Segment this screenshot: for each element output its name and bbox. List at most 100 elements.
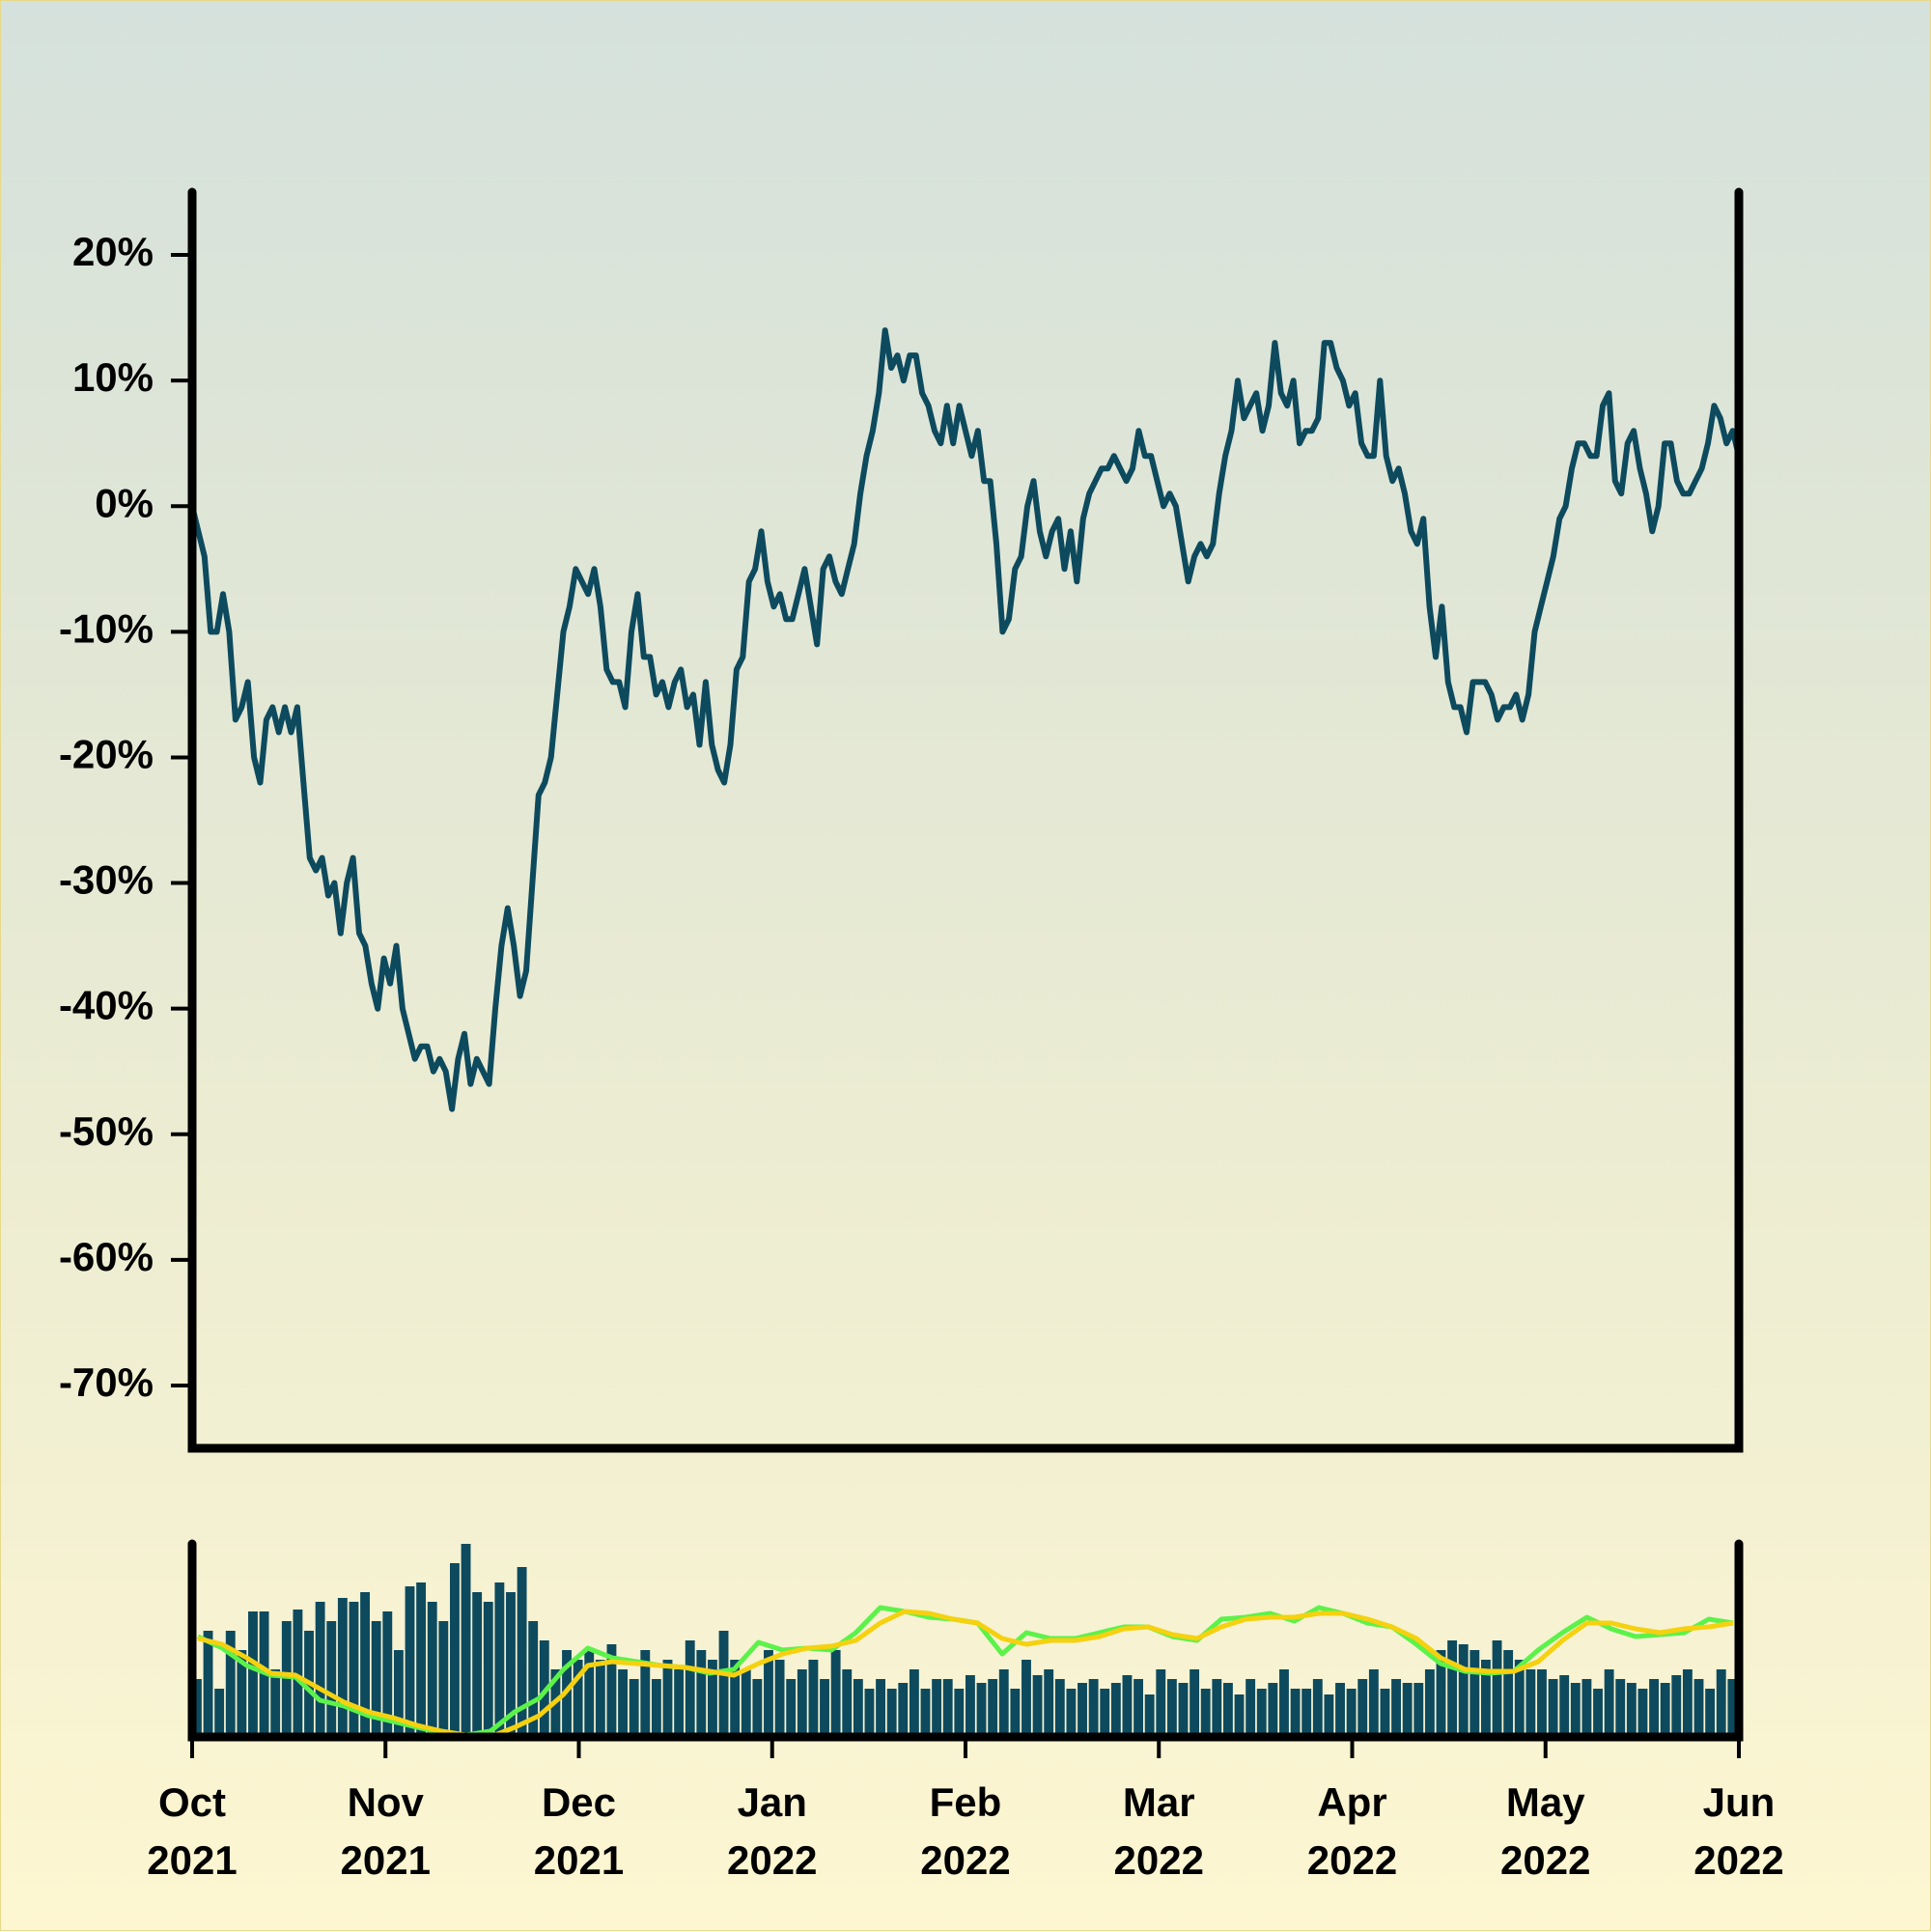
volume-bar (494, 1582, 505, 1737)
volume-bar (1100, 1689, 1110, 1737)
volume-bar (1245, 1679, 1256, 1737)
volume-bar (1368, 1669, 1379, 1737)
volume-bar (1570, 1683, 1581, 1737)
volume-bar (1301, 1689, 1312, 1737)
volume-bar (225, 1631, 236, 1737)
volume-bar (786, 1679, 797, 1737)
volume-bar (427, 1602, 437, 1737)
volume-bar (1660, 1683, 1670, 1737)
volume-bar (1066, 1689, 1077, 1737)
volume-bar (1637, 1689, 1648, 1737)
volume-bar (1492, 1640, 1502, 1737)
volume-bar (573, 1660, 583, 1737)
y-tick-label: 10% (72, 354, 154, 400)
volume-bar (382, 1611, 393, 1737)
volume-bar (1010, 1689, 1021, 1737)
y-tick-label: -70% (59, 1359, 154, 1405)
volume-bar (741, 1669, 751, 1737)
volume-bar (1279, 1669, 1289, 1737)
volume-bar (1682, 1669, 1693, 1737)
volume-bar (662, 1660, 673, 1737)
volume-bar (1391, 1679, 1401, 1737)
volume-bar (820, 1679, 829, 1737)
x-tick-label: Nov 2021 (340, 1779, 431, 1883)
volume-bar (1054, 1679, 1065, 1737)
volume-bar (203, 1631, 213, 1737)
volume-bar (438, 1621, 449, 1737)
volume-bar (1110, 1683, 1121, 1737)
volume-bar (483, 1602, 493, 1737)
volume-bar (1178, 1683, 1189, 1737)
volume-bar (1133, 1679, 1143, 1737)
x-tick-label: Mar 2022 (1113, 1779, 1204, 1883)
y-tick-label: 0% (95, 480, 154, 525)
volume-bar (651, 1679, 661, 1737)
volume-bar (1458, 1644, 1469, 1737)
volume-bar (942, 1679, 953, 1737)
volume-bar (595, 1660, 605, 1737)
volume-bar (528, 1621, 539, 1737)
volume-bar (640, 1650, 651, 1737)
x-tick-label: Feb 2022 (920, 1779, 1011, 1883)
volume-bar (988, 1679, 998, 1737)
volume-bar (830, 1650, 841, 1737)
volume-bar (326, 1621, 337, 1737)
volume-bar (842, 1669, 853, 1737)
volume-bar (248, 1611, 258, 1737)
volume-bar (1032, 1675, 1043, 1737)
volume-bar (1716, 1669, 1726, 1737)
volume-bar (472, 1592, 483, 1737)
volume-bar (674, 1669, 685, 1737)
volume-bar (1649, 1679, 1659, 1737)
volume-bar (752, 1679, 763, 1737)
volume-bar (966, 1675, 975, 1737)
volume-bar (1402, 1683, 1413, 1737)
axis-spines (187, 187, 1744, 1453)
volume-bar (337, 1598, 348, 1737)
volume-bar (1581, 1679, 1592, 1737)
volume-bar (1212, 1679, 1222, 1737)
x-tick-label: Jun 2022 (1693, 1779, 1784, 1883)
volume-bar (1424, 1669, 1435, 1737)
volume-bar (349, 1602, 359, 1737)
volume-bar (853, 1679, 863, 1737)
volume-bar (1469, 1650, 1480, 1737)
volume-bar (998, 1669, 1009, 1737)
volume-bar (1335, 1683, 1345, 1737)
y-tick-label: -10% (59, 605, 154, 651)
volume-bar (1223, 1683, 1233, 1737)
volume-bar (1548, 1679, 1558, 1737)
volume-bar (450, 1563, 460, 1737)
volume-bar (718, 1631, 729, 1737)
volume-bar (584, 1650, 595, 1737)
volume-bar (932, 1679, 942, 1737)
volume-bar (270, 1669, 281, 1737)
volume-bar (461, 1544, 471, 1737)
x-tick-label: Apr 2022 (1306, 1779, 1398, 1883)
x-tick-label: May 2022 (1500, 1779, 1591, 1883)
volume-bar (1312, 1679, 1323, 1737)
volume-bar (1413, 1683, 1424, 1737)
volume-bar (1514, 1660, 1525, 1737)
y-tick-label: 20% (72, 229, 154, 274)
volume-bar (1693, 1679, 1704, 1737)
volume-bar (1380, 1689, 1390, 1737)
volume-bar (416, 1582, 427, 1737)
volume-bar (1021, 1660, 1031, 1737)
volume-bar (1447, 1640, 1458, 1737)
volume-bar (864, 1689, 875, 1737)
volume-bar (1189, 1669, 1200, 1737)
volume-bar (1604, 1669, 1614, 1737)
volume-bar (1077, 1683, 1087, 1737)
volume-bar (606, 1644, 617, 1737)
volume-bar (1268, 1683, 1278, 1737)
volume-bar (898, 1683, 909, 1737)
volume-bar (774, 1660, 785, 1737)
volume-bar (371, 1621, 381, 1737)
volume-bar (1346, 1689, 1357, 1737)
volume-bar (1559, 1675, 1570, 1737)
volume-bar (1615, 1679, 1626, 1737)
volume-bar (1122, 1675, 1133, 1737)
volume-bar (708, 1660, 717, 1737)
